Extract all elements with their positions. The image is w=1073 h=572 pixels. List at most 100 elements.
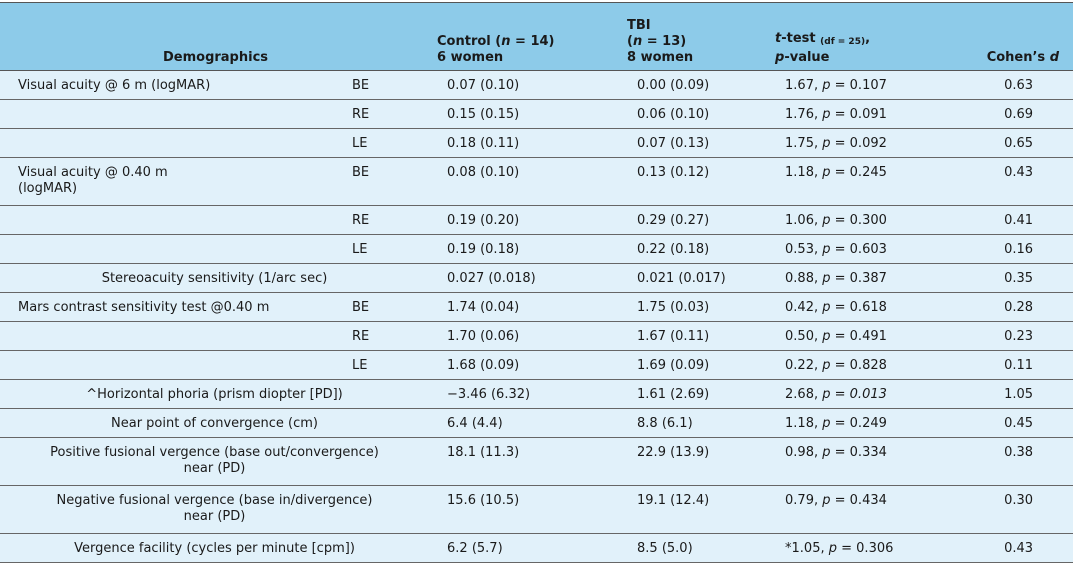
table-row: Stereoacuity sensitivity (1/arc sec) 0.02… bbox=[0, 263, 1073, 293]
row-control-value: 1.68 (0.09) bbox=[429, 350, 620, 380]
row-tbi-value: 1.75 (0.03) bbox=[619, 292, 768, 322]
row-ttest-value: 0.88, p = 0.387 bbox=[767, 263, 949, 293]
row-label bbox=[0, 350, 332, 380]
row-tbi-value: 0.13 (0.12) bbox=[619, 157, 768, 206]
row-tbi-value: 0.29 (0.27) bbox=[619, 205, 768, 235]
row-control-value: 0.07 (0.10) bbox=[429, 70, 620, 100]
row-ttest-value: 0.53, p = 0.603 bbox=[767, 234, 949, 264]
row-ttest-value: 1.76, p = 0.091 bbox=[767, 99, 949, 129]
row-label bbox=[0, 128, 332, 158]
row-cohens-d-value: 0.23 bbox=[948, 321, 1073, 351]
row-control-value: 0.027 (0.018) bbox=[429, 263, 620, 293]
row-ttest-value: 2.68, p = 0.013 bbox=[767, 379, 949, 409]
table-row: Visual acuity @ 6 m (logMAR) BE 0.07 (0.10… bbox=[0, 70, 1073, 100]
row-control-value: 0.08 (0.10) bbox=[429, 157, 620, 206]
row-tbi-value: 1.67 (0.11) bbox=[619, 321, 768, 351]
table-row: LE 1.68 (0.09) 1.69 (0.09) 0.22, p = 0.828 0… bbox=[0, 350, 1073, 380]
table-row: Vergence facility (cycles per minute [cp… bbox=[0, 533, 1073, 563]
row-tbi-value: 19.1 (12.4) bbox=[619, 485, 768, 534]
table-row: Visual acuity @ 0.40 m (logMAR) BE 0.08 (0… bbox=[0, 157, 1073, 206]
table-row: LE 0.19 (0.18) 0.22 (0.18) 0.53, p = 0.603 0… bbox=[0, 234, 1073, 264]
row-control-value: 6.2 (5.7) bbox=[429, 533, 620, 563]
header-tbi: TBI (n = 13) 8 women bbox=[619, 2, 768, 71]
row-cohens-d-value: 0.43 bbox=[948, 157, 1073, 206]
row-eye: RE bbox=[332, 321, 430, 351]
table-row: Near point of convergence (cm) 6.4 (4.4) 8… bbox=[0, 408, 1073, 438]
header-cohens-d: Cohen’s d bbox=[948, 2, 1073, 71]
row-cohens-d-value: 0.45 bbox=[948, 408, 1073, 438]
row-tbi-value: 8.8 (6.1) bbox=[619, 408, 768, 438]
row-label: ^Horizontal phoria (prism diopter [PD]) bbox=[0, 379, 430, 409]
row-ttest-value: 1.18, p = 0.245 bbox=[767, 157, 949, 206]
row-label bbox=[0, 234, 332, 264]
row-control-value: 6.4 (4.4) bbox=[429, 408, 620, 438]
row-control-value: 0.19 (0.20) bbox=[429, 205, 620, 235]
row-cohens-d-value: 0.38 bbox=[948, 437, 1073, 486]
row-label bbox=[0, 205, 332, 235]
header-demographics: Demographics bbox=[0, 2, 430, 71]
row-ttest-value: 0.98, p = 0.334 bbox=[767, 437, 949, 486]
row-eye: RE bbox=[332, 99, 430, 129]
row-cohens-d-value: 1.05 bbox=[948, 379, 1073, 409]
row-cohens-d-value: 0.11 bbox=[948, 350, 1073, 380]
row-label: Mars contrast sensitivity test @0.40 m bbox=[0, 292, 332, 322]
row-control-value: 0.15 (0.15) bbox=[429, 99, 620, 129]
row-eye: LE bbox=[332, 128, 430, 158]
table-row: RE 0.19 (0.20) 0.29 (0.27) 1.06, p = 0.300 0… bbox=[0, 205, 1073, 235]
row-tbi-value: 0.07 (0.13) bbox=[619, 128, 768, 158]
table-row: Positive fusional vergence (base out/con… bbox=[0, 437, 1073, 486]
row-control-value: 0.18 (0.11) bbox=[429, 128, 620, 158]
row-control-value: 18.1 (11.3) bbox=[429, 437, 620, 486]
row-tbi-value: 0.00 (0.09) bbox=[619, 70, 768, 100]
row-tbi-value: 0.22 (0.18) bbox=[619, 234, 768, 264]
row-ttest-value: 0.42, p = 0.618 bbox=[767, 292, 949, 322]
row-label: Visual acuity @ 6 m (logMAR) bbox=[0, 70, 332, 100]
row-cohens-d-value: 0.35 bbox=[948, 263, 1073, 293]
row-cohens-d-value: 0.30 bbox=[948, 485, 1073, 534]
row-eye: LE bbox=[332, 350, 430, 380]
row-eye: BE bbox=[332, 157, 430, 206]
table-row: RE 0.15 (0.15) 0.06 (0.10) 1.76, p = 0.091 0… bbox=[0, 99, 1073, 129]
row-eye: BE bbox=[332, 70, 430, 100]
row-control-value: 0.19 (0.18) bbox=[429, 234, 620, 264]
row-label: Negative fusional vergence (base in/dive… bbox=[0, 485, 430, 534]
row-tbi-value: 1.61 (2.69) bbox=[619, 379, 768, 409]
table-row: ^Horizontal phoria (prism diopter [PD]) −… bbox=[0, 379, 1073, 409]
header-control: Control (n = 14) 6 women bbox=[429, 2, 620, 71]
row-tbi-value: 22.9 (13.9) bbox=[619, 437, 768, 486]
row-cohens-d-value: 0.69 bbox=[948, 99, 1073, 129]
row-cohens-d-value: 0.41 bbox=[948, 205, 1073, 235]
table-row: Mars contrast sensitivity test @0.40 m BE… bbox=[0, 292, 1073, 322]
table-row: Negative fusional vergence (base in/dive… bbox=[0, 485, 1073, 534]
row-eye: BE bbox=[332, 292, 430, 322]
row-ttest-value: 1.06, p = 0.300 bbox=[767, 205, 949, 235]
header-ttest: t-test (df = 25), p-value bbox=[767, 2, 949, 71]
row-label: Vergence facility (cycles per minute [cp… bbox=[0, 533, 430, 563]
row-cohens-d-value: 0.28 bbox=[948, 292, 1073, 322]
row-eye: LE bbox=[332, 234, 430, 264]
row-ttest-value: 1.67, p = 0.107 bbox=[767, 70, 949, 100]
row-cohens-d-value: 0.43 bbox=[948, 533, 1073, 563]
row-label bbox=[0, 321, 332, 351]
row-label: Stereoacuity sensitivity (1/arc sec) bbox=[0, 263, 430, 293]
row-tbi-value: 8.5 (5.0) bbox=[619, 533, 768, 563]
row-label: Visual acuity @ 0.40 m (logMAR) bbox=[0, 157, 332, 206]
row-ttest-value: 0.79, p = 0.434 bbox=[767, 485, 949, 534]
row-tbi-value: 0.021 (0.017) bbox=[619, 263, 768, 293]
row-cohens-d-value: 0.65 bbox=[948, 128, 1073, 158]
row-tbi-value: 0.06 (0.10) bbox=[619, 99, 768, 129]
table-row: LE 0.18 (0.11) 0.07 (0.13) 1.75, p = 0.092 0… bbox=[0, 128, 1073, 158]
row-tbi-value: 1.69 (0.09) bbox=[619, 350, 768, 380]
row-control-value: 15.6 (10.5) bbox=[429, 485, 620, 534]
row-control-value: 1.70 (0.06) bbox=[429, 321, 620, 351]
table-header-row: Demographics Control (n = 14) 6 women TBI… bbox=[0, 2, 1073, 71]
row-control-value: 1.74 (0.04) bbox=[429, 292, 620, 322]
row-ttest-value: *1.05, p = 0.306 bbox=[767, 533, 949, 563]
row-cohens-d-value: 0.63 bbox=[948, 70, 1073, 100]
row-label bbox=[0, 99, 332, 129]
row-ttest-value: 1.75, p = 0.092 bbox=[767, 128, 949, 158]
row-ttest-value: 1.18, p = 0.249 bbox=[767, 408, 949, 438]
row-ttest-value: 0.50, p = 0.491 bbox=[767, 321, 949, 351]
row-label: Near point of convergence (cm) bbox=[0, 408, 430, 438]
row-label: Positive fusional vergence (base out/con… bbox=[0, 437, 430, 486]
